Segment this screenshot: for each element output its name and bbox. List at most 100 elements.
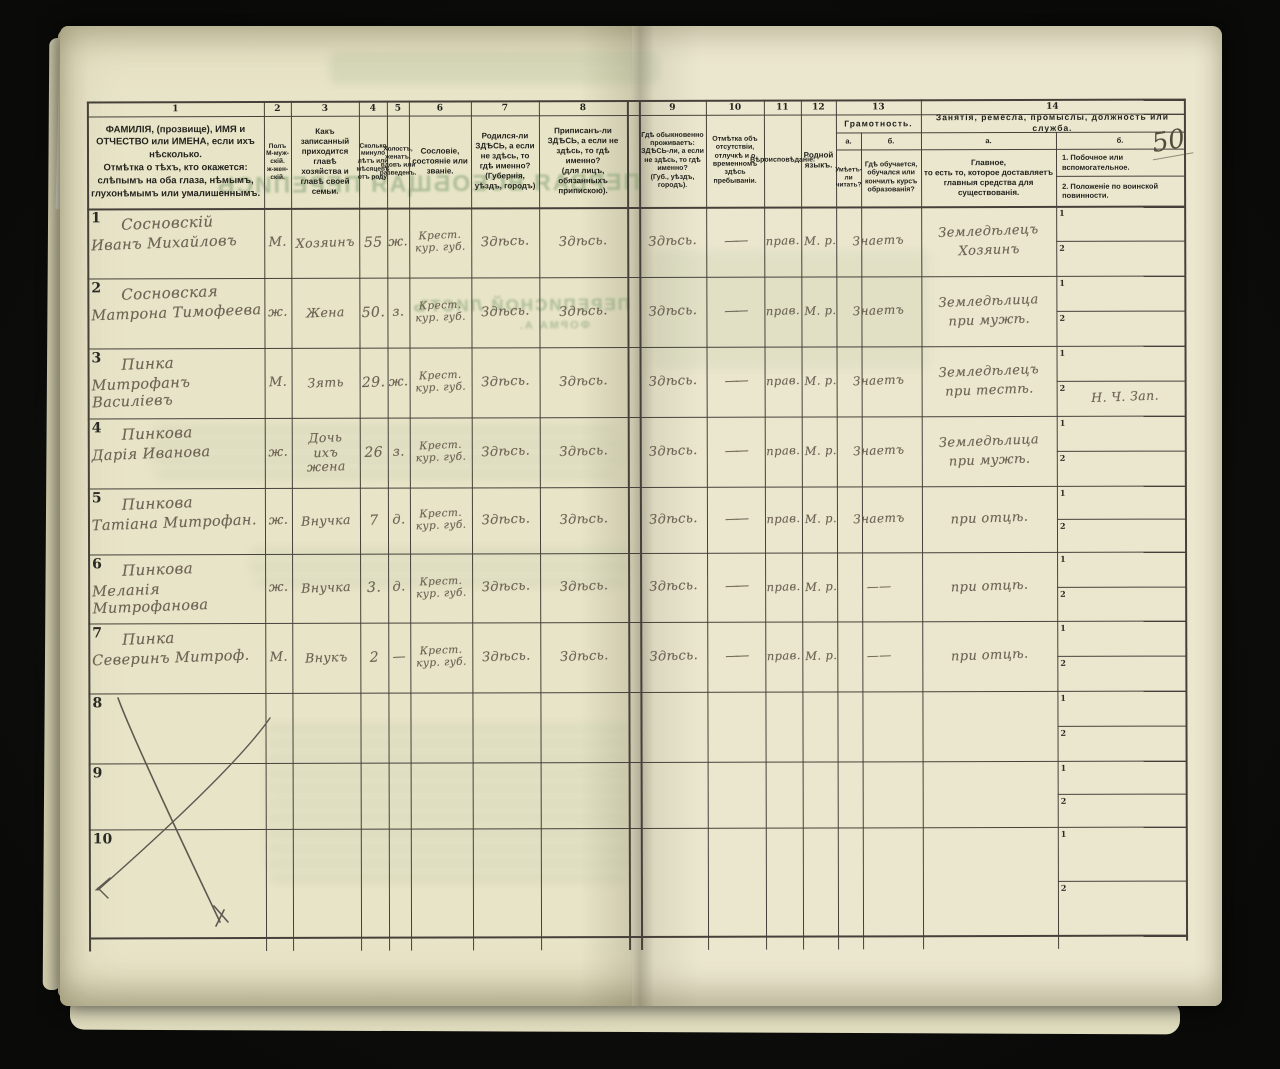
entry-estate	[410, 691, 473, 763]
entry-occupation-main: Земледѣлица при мужѣ.	[938, 291, 1039, 330]
side-cell-number: 1	[1060, 553, 1066, 564]
entry-military-note	[1068, 724, 1184, 761]
entry-name: Меланія Митрофанова	[91, 581, 209, 618]
entry-birthplace: Здѣсь.	[480, 232, 530, 250]
entry-age: 50.	[361, 304, 386, 322]
entry-birthplace	[472, 827, 542, 937]
entry-residence: Здѣсь.	[648, 302, 698, 320]
column-number: 6	[436, 103, 444, 114]
entry-sex: М.	[268, 374, 288, 390]
entry-relation: Внучка	[300, 579, 352, 597]
entry-name: Дарія Иванова	[91, 443, 211, 465]
entry-residence: Здѣсь.	[648, 578, 699, 595]
bleedthrough-block	[265, 715, 630, 880]
col-header-estate: Сословіе, состояніе или званіе.	[412, 146, 468, 176]
col-header-literacy-group: Грамотность.	[844, 117, 913, 129]
entry-estate: Крест. кур. губ.	[415, 299, 467, 325]
entry-occupation-side	[1075, 691, 1184, 728]
entry-religion: прав.	[766, 443, 801, 459]
bleedthrough-block	[150, 428, 620, 476]
entry-occupation-main	[923, 825, 1058, 938]
col-header-military-status: 2. Положеніе по воинской повинности.	[1062, 181, 1159, 200]
entry-absence: ——	[723, 232, 747, 249]
entry-registration	[540, 827, 630, 938]
entry-sex: М.	[269, 649, 289, 665]
entry-registration: Здѣсь.	[558, 232, 608, 250]
entry-occupation-main: Земледѣлица при мужѣ.	[938, 431, 1040, 470]
entry-military-note	[1067, 309, 1183, 346]
entry-military-note	[1068, 585, 1184, 621]
column-number: 5	[394, 103, 402, 114]
entry-registration: Здѣсь.	[558, 302, 608, 320]
entry-age: 3.	[366, 579, 382, 597]
entry-estate	[410, 761, 472, 829]
entry-name: Матрона Тимофеева	[91, 302, 262, 325]
entry-religion: прав.	[765, 373, 801, 389]
side-cell-number: 1	[1059, 417, 1066, 428]
entry-estate: Крест. кур. губ.	[414, 229, 466, 255]
col-header-residence: Гдѣ обыкновенно проживаетъ: ЗДѢСЬ-ли, а …	[641, 131, 704, 189]
entry-marital: д.	[392, 579, 406, 595]
col-header-relation: Какъ записанный приходится главѣ хозяйст…	[300, 126, 350, 196]
entry-sex: ж.	[268, 444, 289, 460]
col-header-occupation-group: Занятія, ремесла, промыслы, должность ил…	[935, 111, 1169, 133]
entry-marital	[387, 692, 412, 763]
entry-residence	[640, 827, 709, 937]
entry-residence: Здѣсь.	[649, 647, 699, 665]
entry-absence	[706, 761, 766, 829]
entry-registration: Здѣсь.	[559, 647, 609, 665]
entry-military-note	[1067, 517, 1183, 552]
entry-religion: прав.	[766, 511, 801, 527]
entry-estate: Крест. кур. губ.	[416, 644, 467, 670]
entry-registration	[540, 761, 628, 830]
col-header-sex: Полъ М-муж-скій. ж-жен-скій.	[266, 142, 289, 181]
entry-relation: Дочь ихъ жена	[306, 429, 347, 475]
column-number: 8	[579, 102, 587, 113]
entry-occupation-side	[1074, 416, 1183, 453]
entry-name: Иванъ Михайловъ	[90, 232, 238, 255]
entry-marital: з.	[392, 303, 405, 320]
row-number: 7	[92, 625, 103, 642]
entry-birthplace: Здѣсь.	[480, 302, 530, 320]
row-number: 2	[91, 280, 102, 297]
entry-occupation-side	[1074, 206, 1183, 243]
entry-estate: Крест. кур. губ.	[415, 369, 467, 395]
row-number: 3	[91, 350, 102, 367]
right-page	[632, 26, 1222, 1006]
entry-age	[359, 692, 390, 763]
entry-military-note	[1068, 654, 1184, 691]
entry-name: Татіана Митрофан.	[91, 512, 258, 535]
column-number: 11	[776, 102, 789, 113]
entry-literacy	[836, 690, 923, 763]
column-number: 4	[369, 103, 377, 114]
entry-marital: ж.	[388, 233, 409, 250]
entry-military-note	[1067, 239, 1183, 276]
column-number: 7	[501, 102, 509, 113]
entry-birthplace: Здѣсь.	[481, 647, 531, 665]
entry-marital: з.	[392, 443, 406, 460]
entry-relation: Хозяинъ	[295, 233, 355, 251]
entry-estate	[410, 827, 474, 937]
entry-military-note	[1067, 449, 1183, 486]
entry-name: Митрофанъ Василіевъ	[91, 374, 191, 412]
entry-residence: Здѣсь.	[648, 372, 698, 390]
entry-occupation-side	[1075, 761, 1184, 796]
entry-residence: Здѣсь.	[648, 442, 698, 460]
entry-residence	[640, 691, 708, 763]
col-header-can-read: Умѣетъ-ли читать?	[835, 166, 862, 189]
row-number: 1	[91, 210, 101, 227]
entry-estate: Крест. кур. губ.	[415, 507, 467, 533]
entry-occupation-side	[1074, 346, 1183, 383]
entry-absence: ——	[725, 647, 748, 664]
entry-religion	[764, 691, 804, 762]
entry-occupation-main: Земледѣлецъ при тестѣ.	[938, 361, 1040, 400]
entry-religion	[764, 761, 803, 828]
column-number: 1	[172, 103, 179, 114]
col-header-education: Гдѣ обучается, обучался или кончилъ курс…	[864, 160, 918, 194]
entry-occupation-side	[1074, 276, 1183, 313]
entry-birthplace: Здѣсь.	[481, 442, 531, 460]
entry-absence	[706, 691, 767, 763]
entry-age: 55	[363, 234, 383, 251]
entry-religion: прав.	[765, 233, 800, 249]
col-header-literacy-a-label: а.	[845, 136, 852, 146]
